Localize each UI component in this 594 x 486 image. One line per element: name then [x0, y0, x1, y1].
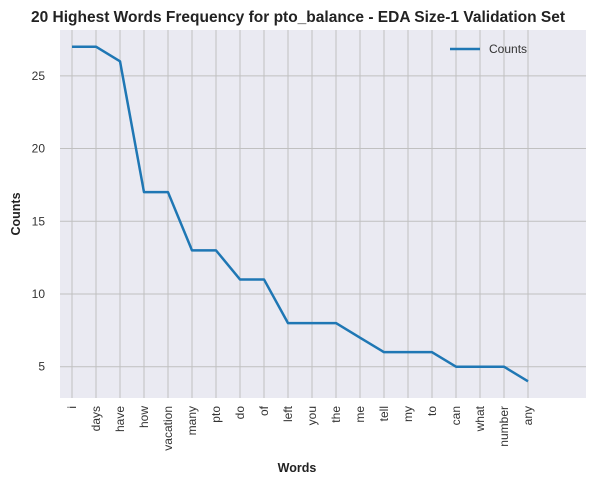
series-line-counts: [72, 45, 529, 383]
x-tick-label: days: [89, 406, 103, 431]
y-tick-label: 15: [32, 214, 46, 228]
grid-lines: [60, 30, 586, 398]
x-tick-label: do: [233, 406, 247, 420]
plot-area: [60, 30, 586, 398]
y-tick-label: 5: [38, 360, 45, 374]
legend-label-counts: Counts: [489, 42, 527, 56]
y-axis-ticks: 5 10 15 20 25: [32, 69, 46, 374]
x-tick-label: left: [281, 405, 295, 422]
x-tick-label: i: [65, 406, 79, 409]
x-tick-label: many: [185, 406, 199, 435]
chart-legend: Counts: [450, 42, 527, 56]
x-tick-label: vacation: [161, 406, 175, 451]
x-axis-ticks: i days have how vacation many pto do of left you th…: [65, 405, 535, 450]
x-tick-label: you: [305, 406, 319, 425]
x-tick-label: what: [473, 405, 487, 432]
y-tick-label: 25: [32, 69, 46, 83]
x-tick-label: how: [137, 406, 151, 428]
y-tick-label: 10: [32, 287, 46, 301]
y-axis-label: Counts: [9, 192, 23, 235]
series-layer: [71, 45, 529, 383]
x-tick-label: number: [497, 406, 511, 447]
chart-title: 20 Highest Words Frequency for pto_balan…: [31, 9, 565, 26]
x-axis-label: Words: [278, 461, 317, 475]
x-tick-label: have: [113, 406, 127, 432]
x-tick-label: my: [401, 406, 415, 422]
x-tick-label: pto: [209, 406, 223, 423]
x-tick-label: can: [449, 406, 463, 425]
x-tick-label: tell: [377, 406, 391, 421]
x-tick-label: to: [425, 406, 439, 416]
x-tick-label: of: [257, 405, 271, 416]
x-tick-label: any: [521, 406, 535, 425]
x-tick-label: me: [353, 406, 367, 423]
x-tick-label: the: [329, 406, 343, 423]
y-tick-label: 20: [32, 142, 46, 156]
